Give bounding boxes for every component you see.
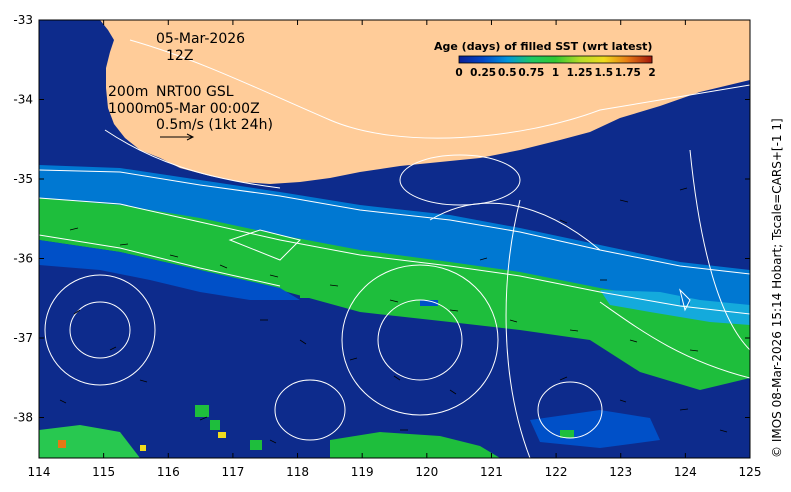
plot-area	[39, 20, 750, 458]
sst-noise-pixels	[58, 290, 690, 451]
x-tick-label: 122	[545, 465, 568, 479]
colorbar-tick-label: 2	[648, 67, 655, 79]
x-tick-label: 116	[157, 465, 180, 479]
x-tick-label: 123	[609, 465, 632, 479]
contour-lines	[39, 39, 750, 458]
colorbar-tick-label: 0.5	[498, 67, 517, 79]
product-label: NRT00 GSL	[156, 84, 234, 100]
colorbar-tick-label: 0.75	[518, 67, 544, 79]
x-tick-label: 114	[28, 465, 51, 479]
y-tick-label: -36	[13, 252, 33, 266]
colorbar-swatch	[603, 56, 629, 63]
colorbar-tick-label: 1.75	[615, 67, 641, 79]
x-tick-label: 125	[739, 465, 762, 479]
scale-label: 0.5m/s (1kt 24h)	[156, 117, 273, 133]
colorbar-tick-label: 1.5	[594, 67, 613, 79]
colorbar-tick-label: 1.25	[567, 67, 593, 79]
x-tick-label: 121	[480, 465, 503, 479]
colorbar-swatch	[459, 56, 484, 63]
x-axis: 114 115 116 117 118 119 120 121 122 123 124 125	[28, 20, 762, 479]
colorbar-swatches	[459, 56, 653, 63]
colorbar-frame	[458, 55, 653, 64]
y-tick-label: -34	[13, 93, 33, 107]
colorbar-swatch	[627, 56, 653, 63]
x-tick-label: 120	[415, 465, 438, 479]
y-axis: -33 -34 -35 -36 -37 -38	[13, 13, 750, 425]
sst-patch-green-west	[39, 425, 140, 458]
colorbar-tick-label: 1	[552, 67, 559, 79]
x-tick-label: 119	[351, 465, 374, 479]
sst-patch-green-south	[330, 432, 500, 458]
sst-patch-blue-east	[530, 410, 660, 448]
time-label: 12Z	[166, 48, 193, 64]
credit-text: © IMOS 08-Mar-2026 15:14 Hobart; Tscale=…	[770, 118, 784, 458]
colorbar-swatch	[579, 56, 605, 63]
date-label: 05-Mar-2026	[156, 31, 245, 47]
colorbar-swatch	[507, 56, 532, 63]
sst-band-blue	[39, 240, 300, 300]
y-tick-label: -38	[13, 411, 33, 425]
colorbar-swatch	[483, 56, 508, 63]
colorbar-ticks: 0 0.25 0.5 0.75 1 1.25 1.5 1.75 2	[455, 67, 655, 79]
sst-band-green	[39, 198, 750, 390]
current-vectors	[59, 187, 728, 444]
y-tick-label: -35	[13, 172, 33, 186]
x-tick-label: 117	[221, 465, 244, 479]
colorbar-title: Age (days) of filled SST (wrt latest)	[434, 40, 652, 53]
colorbar-swatch	[531, 56, 556, 63]
product-time-label: 05-Mar 00:00Z	[156, 101, 260, 117]
plot-frame	[38, 19, 751, 459]
x-tick-label: 124	[674, 465, 697, 479]
isobath-200-label: 200m	[108, 84, 148, 100]
colorbar-tick-label: 0.25	[470, 67, 496, 79]
colorbar-tick-label: 0	[455, 67, 462, 79]
velocity-scale-arrow	[160, 133, 195, 141]
y-tick-label: -37	[13, 331, 33, 345]
colorbar-swatch	[555, 56, 581, 63]
x-tick-label: 118	[286, 465, 309, 479]
isobath-1000-label: 1000m	[108, 101, 157, 117]
y-tick-label: -33	[13, 13, 33, 27]
x-tick-label: 115	[92, 465, 115, 479]
